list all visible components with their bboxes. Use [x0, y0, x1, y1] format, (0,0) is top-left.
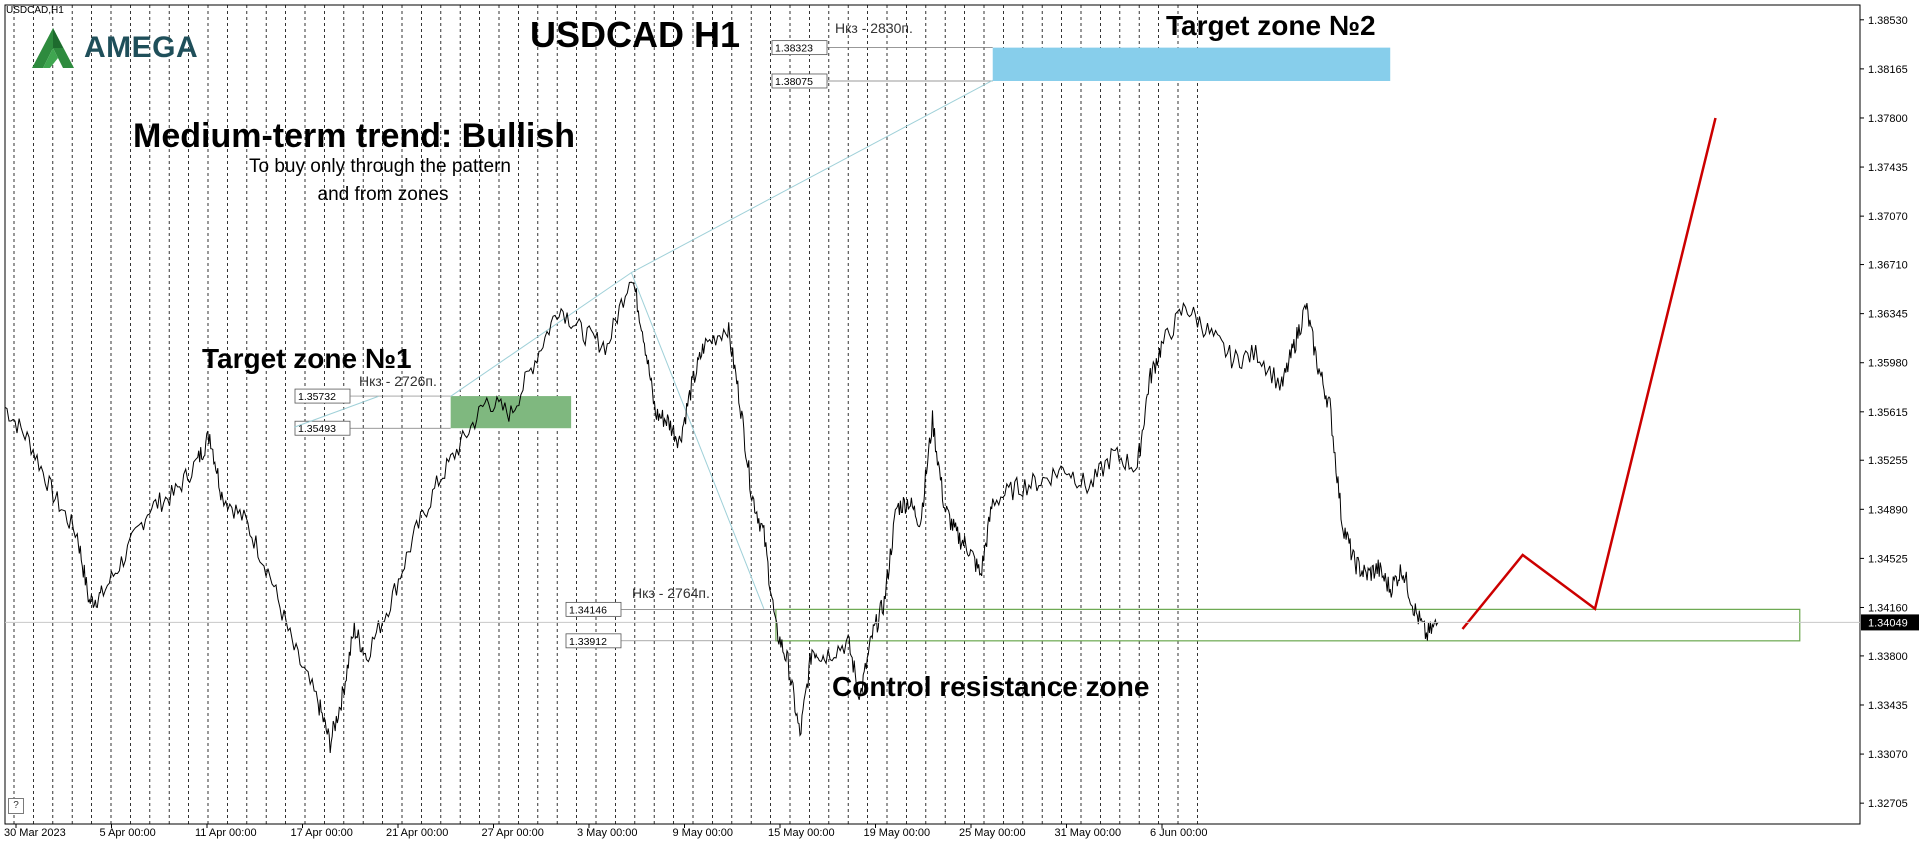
zone-price-tag-label: 1.33912 [569, 636, 607, 648]
y-tick-label: 1.37800 [1868, 113, 1908, 125]
y-tick-label: 1.34160 [1868, 602, 1908, 614]
projection-line [450, 272, 632, 397]
x-tick-label: 9 May 00:00 [673, 827, 734, 839]
amega-logo-icon [32, 28, 74, 68]
projection-line [630, 272, 765, 610]
current-price-label: 1.34049 [1868, 617, 1908, 629]
y-tick-label: 1.35980 [1868, 358, 1908, 370]
x-tick-label: 25 May 00:00 [959, 827, 1026, 839]
y-tick-label: 1.36710 [1868, 260, 1908, 272]
target-zone-2-band [992, 47, 1391, 81]
chart-title: USDCAD H1 [530, 14, 740, 55]
projection-layer [293, 79, 993, 610]
control-zone-label: Control resistance zone [832, 671, 1149, 702]
axis-layer: 1.38530 1.38165 1.37800 1.37435 1.37070 1.367… [4, 4, 1919, 839]
target-zone-1-band [450, 396, 572, 429]
nkz-control-label: Нкз - 2764п. [632, 585, 710, 601]
zone-price-tag-label: 1.38075 [775, 76, 813, 88]
zone-price-tag-label: 1.38323 [775, 43, 813, 55]
control-zone-band [775, 608, 1801, 642]
zone-price-tag-label: 1.35493 [298, 423, 336, 435]
y-tick-label: 1.33800 [1868, 651, 1908, 663]
x-tick-label: 27 Apr 00:00 [482, 827, 544, 839]
target-zone-2-label: Target zone №2 [1166, 10, 1376, 41]
zone-price-tag-label: 1.35732 [298, 391, 336, 403]
y-tick-label: 1.33435 [1868, 700, 1908, 712]
price-series-line [4, 281, 1439, 754]
amega-logo: AMEGA [28, 26, 198, 70]
x-tick-label: 17 Apr 00:00 [291, 827, 353, 839]
x-tick-label: 30 Mar 2023 [4, 827, 66, 839]
price-layer [4, 281, 1439, 754]
amega-logo-text: AMEGA [84, 31, 199, 64]
forecast-path [1461, 117, 1717, 630]
symbol-label: USDCAD,H1 [6, 5, 64, 16]
x-tick-label: 21 Apr 00:00 [386, 827, 448, 839]
y-tick-label: 1.38165 [1868, 64, 1908, 76]
plot-frame [4, 4, 1861, 825]
x-tick-label: 31 May 00:00 [1055, 827, 1122, 839]
projection-line [631, 79, 993, 274]
y-tick-label: 1.33070 [1868, 749, 1908, 761]
x-tick-label: 5 Apr 00:00 [100, 827, 156, 839]
y-tick-label: 1.36345 [1868, 309, 1908, 321]
y-tick-label: 1.34525 [1868, 553, 1908, 565]
x-tick-label: 6 Jun 00:00 [1150, 827, 1208, 839]
target-zone-1-label: Target zone №1 [202, 343, 412, 374]
y-tick-label: 1.34890 [1868, 504, 1908, 516]
x-tick-label: 15 May 00:00 [768, 827, 835, 839]
current-price-box [1861, 614, 1919, 631]
y-tick-label: 1.38530 [1868, 15, 1908, 27]
nkz-target2-label: Нкз - 2830п. [835, 20, 913, 36]
help-button[interactable]: ? [8, 798, 24, 814]
projection-line [293, 395, 379, 428]
y-tick-label: 1.37435 [1868, 162, 1908, 174]
x-tick-label: 19 May 00:00 [864, 827, 931, 839]
x-tick-label: 3 May 00:00 [577, 827, 638, 839]
y-tick-label: 1.32705 [1868, 798, 1908, 810]
y-tick-label: 1.35615 [1868, 407, 1908, 419]
trend-note-line1: To buy only through the pattern [249, 156, 511, 177]
nkz-target1-label: Нкз - 2726п. [359, 373, 437, 389]
trend-note-line2: and from zones [318, 184, 449, 205]
y-tick-label: 1.35255 [1868, 455, 1908, 467]
forecast-layer [1461, 117, 1717, 630]
y-tick-label: 1.37070 [1868, 211, 1908, 223]
x-tick-label: 11 Apr 00:00 [195, 827, 257, 839]
zone-layer: 1.38323 1.38075 1.35732 1.35493 1.34146 1.339… [294, 40, 1801, 649]
zone-price-tag-label: 1.34146 [569, 604, 607, 616]
trend-heading: Medium-term trend: Bullish [133, 117, 575, 155]
